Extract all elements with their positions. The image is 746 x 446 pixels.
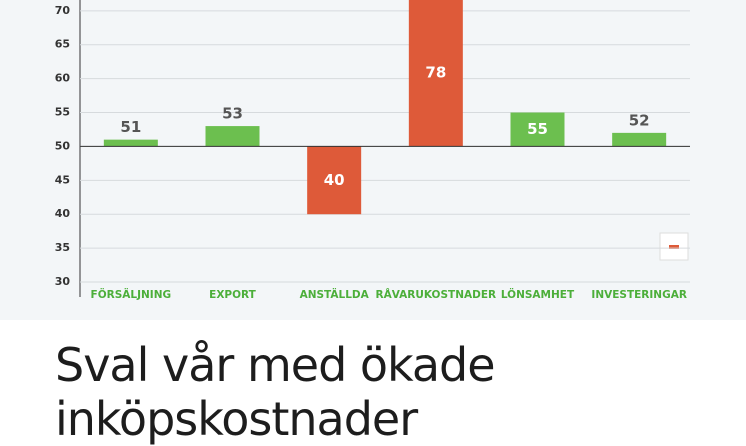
bar (103, 139, 158, 147)
x-tick-label: LÖNSAMHET (501, 287, 575, 301)
heading-line: inköpskostnader (55, 392, 418, 446)
x-tick-label: ANSTÄLLDA (300, 287, 370, 301)
data-label: 53 (222, 105, 243, 123)
data-label: 78 (425, 64, 446, 82)
y-tick-label: 35 (55, 241, 70, 254)
heading-line: Sval vår med ökade (55, 338, 496, 392)
data-label: 40 (324, 171, 345, 189)
y-tick-label: 50 (55, 139, 71, 152)
bar (307, 146, 362, 215)
y-tick-label: 55 (55, 106, 70, 119)
chart-background (0, 0, 746, 320)
x-tick-label: FÖRSÄLJNING (91, 287, 172, 301)
bar (408, 0, 463, 147)
y-tick-label: 65 (55, 38, 70, 51)
y-tick-label: 70 (55, 4, 71, 17)
legend-swatch (669, 245, 679, 249)
x-tick-label: EXPORT (209, 289, 257, 301)
y-tick-label: 60 (55, 72, 71, 85)
bar (205, 126, 260, 147)
x-tick-label: INVESTERINGAR (591, 289, 687, 301)
chart: 30 35 40 45 50 55 60 65 70 FÖRSÄLJNING 51 EXPORT 53 A… (55, 0, 690, 301)
x-tick-label: RÅVARUKOSTNADER (376, 288, 497, 301)
y-tick-label: 40 (55, 207, 71, 220)
data-label: 55 (527, 120, 548, 138)
data-label: 52 (629, 111, 650, 129)
y-tick-label: 45 (55, 173, 70, 186)
y-tick-label: 30 (55, 275, 71, 288)
bar (510, 112, 565, 147)
bar (612, 132, 667, 147)
data-label: 51 (120, 118, 141, 136)
